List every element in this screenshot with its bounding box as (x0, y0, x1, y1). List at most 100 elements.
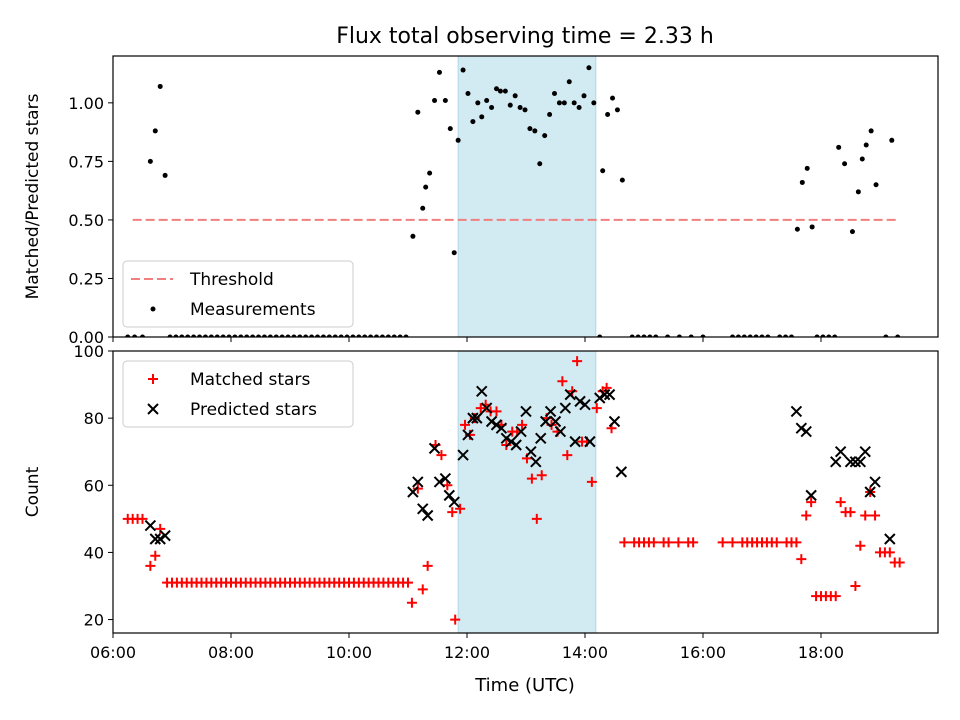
measurement-point (132, 334, 138, 337)
measurement-point (267, 334, 273, 337)
plot-area-bottom (122, 356, 905, 625)
measurement-point (517, 105, 523, 111)
measurement-point (427, 170, 433, 176)
y-tick-label: 0.50 (68, 211, 104, 230)
measurement-point (475, 100, 481, 106)
predicted-star-point (539, 415, 552, 428)
y-tick-label: 40 (84, 543, 104, 562)
predicted-star-point (448, 496, 460, 508)
measurement-point (315, 334, 321, 337)
measurement-point (591, 100, 597, 106)
measurement-point (855, 189, 861, 195)
matched-star-point (412, 483, 423, 494)
y-tick-label: 1.00 (68, 94, 104, 113)
measurement-point (185, 334, 191, 337)
measurement-point (868, 128, 874, 134)
predicted-star-point (480, 402, 493, 414)
x-tick-label: 06:00 (90, 643, 136, 662)
measurement-point (741, 334, 747, 337)
matched-star-point (455, 503, 466, 514)
measurement-point (356, 334, 362, 337)
measurement-point (700, 334, 706, 337)
predicted-star-point (559, 402, 572, 414)
matched-star-point (830, 591, 841, 602)
measurement-point (285, 334, 291, 337)
predicted-star-point (598, 388, 611, 401)
measurement-point (379, 334, 385, 337)
predicted-star-point (844, 456, 857, 468)
measurement-point (600, 168, 606, 174)
measurement-point (597, 334, 603, 337)
measurement-point (497, 88, 503, 94)
legend-top: Threshold Measurements (122, 260, 354, 328)
predicted-star-point (515, 425, 527, 438)
measurement-point (451, 250, 457, 256)
measurement-point (447, 126, 453, 132)
matched-star-point (850, 581, 861, 591)
bottom-panel: 20 40 60 80 100 06:00 08:00 10:00 12:00 14:00 16:0… (23, 342, 939, 662)
top-panel: 0.00 0.25 0.50 0.75 1.00 Matched/Predicted st… (23, 55, 939, 347)
matched-star-point (517, 419, 528, 430)
matched-star-point (835, 497, 846, 508)
measurement-point (665, 334, 671, 337)
measurement-point (442, 97, 448, 103)
measurement-point (537, 161, 543, 167)
predicted-star-point (790, 405, 803, 418)
predicted-star-point (834, 446, 847, 458)
measurement-point (157, 83, 163, 89)
measurement-point (191, 334, 197, 337)
measurement-point (391, 334, 397, 337)
measurement-point (291, 334, 297, 337)
x-axis-label: Time (UTC) (474, 675, 575, 696)
matched-star-point (562, 450, 573, 461)
predicted-star-point (805, 489, 817, 502)
measurement-point (729, 334, 735, 337)
measurement-point (152, 128, 158, 134)
legend-label: Matched stars (190, 370, 310, 390)
y-axis-label-bottom: Count (23, 466, 43, 517)
measurement-point (522, 107, 528, 113)
measurement-point (777, 334, 783, 337)
y-axis-label-top: Matched/Predicted stars (23, 93, 43, 299)
plot-area-top (125, 65, 901, 337)
measurement-point (586, 65, 592, 71)
matched-star-point (536, 470, 547, 481)
measurement-point (759, 334, 765, 337)
matched-star-point (796, 554, 807, 565)
measurement-point (895, 334, 901, 337)
matched-star-point (155, 523, 166, 534)
predicted-star-point (584, 435, 596, 448)
measurement-point (556, 100, 562, 106)
matched-star-point (491, 406, 502, 417)
predicted-star-point (615, 466, 628, 478)
measurement-point (809, 224, 815, 230)
measurement-point (385, 334, 391, 337)
measurement-point (460, 67, 466, 73)
measurement-point (214, 334, 220, 337)
y-tick-label: 80 (84, 409, 104, 428)
measurement-point (415, 109, 421, 115)
measurement-point (676, 334, 682, 337)
matched-star-point (791, 537, 802, 548)
measurement-point (542, 133, 548, 139)
matched-star-point (406, 597, 417, 608)
measurement-point (455, 137, 461, 143)
predicted-star-point (849, 456, 862, 468)
measurement-point (566, 79, 572, 85)
measurement-point (635, 334, 641, 337)
measurement-point (338, 334, 344, 337)
measurement-point (863, 142, 869, 148)
measurement-point (479, 114, 485, 120)
predicted-star-point (476, 385, 488, 397)
measurement-point (576, 105, 582, 111)
measurement-point (309, 334, 315, 337)
legend-label: Predicted stars (190, 400, 317, 420)
predicted-star-point (467, 412, 479, 424)
matched-star-point (870, 510, 881, 521)
matched-star-point (450, 614, 461, 625)
y-tick-label: 0.25 (68, 269, 104, 288)
legend-measurement-swatch (150, 306, 156, 312)
measurement-point (619, 177, 625, 183)
measurement-point (653, 334, 659, 337)
